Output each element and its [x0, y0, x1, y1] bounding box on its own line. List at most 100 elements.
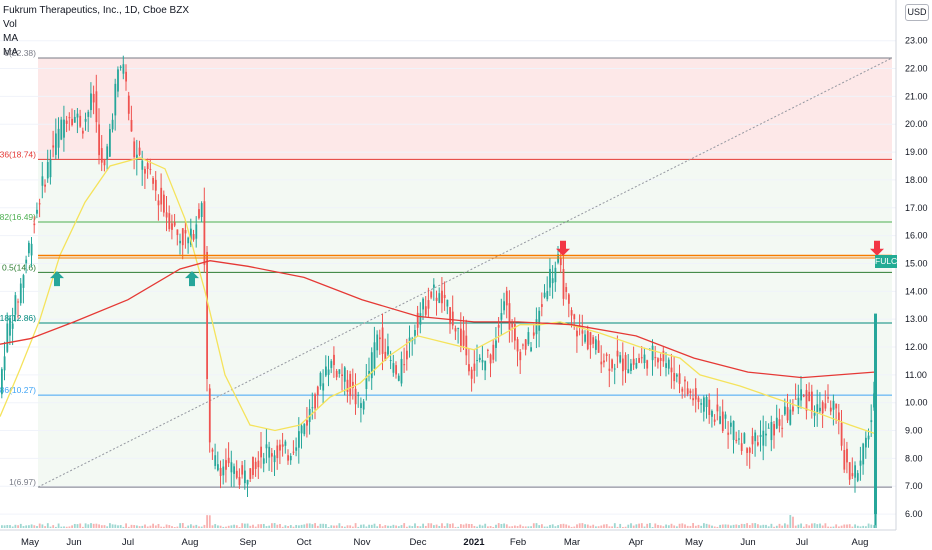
candle-body [748, 447, 751, 453]
volume-bar [748, 525, 751, 528]
volume-bar [568, 525, 570, 528]
volume-bar [422, 523, 424, 528]
volume-bar [802, 526, 805, 528]
volume-bar [327, 526, 330, 528]
candle-body [489, 354, 492, 364]
candle-body [244, 470, 246, 484]
volume-bar [276, 524, 279, 528]
volume-bar [503, 523, 505, 528]
candle-body [119, 66, 122, 68]
volume-bar [414, 523, 416, 528]
candle-body [840, 422, 843, 446]
candle-body [481, 360, 484, 363]
volume-bar [743, 524, 746, 528]
candle-body [813, 412, 816, 416]
volume-bar [727, 524, 730, 528]
candle-body [824, 403, 827, 409]
volume-bar [360, 524, 362, 528]
fib-band-top [38, 57, 892, 160]
candle-body [719, 416, 721, 424]
candle-body [349, 373, 352, 397]
volume-bar [225, 526, 227, 528]
volume-bar [335, 525, 338, 528]
volume-bar [657, 524, 659, 528]
time-tick-label: Dec [410, 537, 427, 548]
candle-body [511, 323, 514, 328]
currency-button[interactable]: USD [905, 4, 929, 21]
volume-bar [184, 526, 187, 528]
candle-body [173, 222, 176, 226]
candle-body [541, 304, 543, 307]
volume-bar [60, 526, 63, 528]
volume-bar [624, 526, 627, 528]
volume-bar [387, 525, 389, 528]
volume-bar [732, 524, 735, 528]
candle-body [673, 373, 676, 382]
candle-body [811, 391, 813, 412]
candle-body [219, 467, 222, 476]
volume-bar [211, 525, 214, 528]
candle-body [765, 433, 767, 436]
volume-bar [535, 523, 538, 528]
volume-bar [65, 526, 68, 528]
candle-body [6, 323, 9, 352]
candle-body [759, 434, 762, 437]
candle-body [441, 290, 443, 304]
time-tick-label: Oct [297, 537, 312, 548]
candle-body [384, 351, 387, 361]
candle-body [775, 417, 778, 429]
volume-bar [57, 523, 60, 528]
volume-bar [694, 525, 697, 528]
candle-body [298, 431, 300, 448]
volume-bar [816, 524, 819, 528]
candle-body [138, 147, 141, 155]
volume-bar [411, 526, 414, 528]
volume-bar [554, 526, 557, 528]
volume-bar [389, 525, 392, 528]
volume-bar [622, 526, 624, 528]
volume-bar [41, 524, 44, 528]
candle-body [484, 360, 487, 371]
volume-bar [179, 523, 181, 528]
candle-body [214, 455, 217, 466]
volume-bar [646, 523, 649, 528]
volume-bar [130, 524, 133, 528]
volume-bar [651, 526, 654, 528]
candle-body [146, 163, 149, 169]
volume-bar [79, 523, 82, 528]
volume-bar [719, 524, 721, 528]
volume-bar [449, 523, 451, 528]
candle-body [622, 358, 624, 372]
candle-body [38, 203, 41, 205]
candle-body [192, 234, 195, 240]
volume-bar [870, 524, 873, 528]
volume-bar [114, 524, 117, 528]
price-tick-label: 16.00 [905, 231, 928, 241]
candle-body [476, 360, 478, 362]
volume-bar [708, 524, 711, 528]
fib-label: 1(6.97) [9, 477, 36, 487]
volume-bar [468, 523, 470, 528]
candle-body [246, 479, 249, 485]
volume-bar [368, 524, 370, 528]
volume-bar [33, 525, 36, 528]
volume-bar [262, 523, 265, 528]
volume-bar [408, 525, 411, 528]
volume-bar [843, 524, 846, 528]
candle-body [163, 194, 165, 213]
candle-body [608, 368, 611, 371]
legend-title: Fukrum Therapeutics, Inc., 1D, Cboe BZX [3, 5, 190, 16]
candle-body [392, 363, 395, 373]
volume-bar [808, 525, 811, 528]
candle-body [616, 350, 619, 357]
volume-bar [152, 523, 154, 528]
candle-body [570, 310, 573, 316]
candle-body [530, 347, 532, 352]
volume-bar [605, 524, 608, 528]
volume-bar [430, 523, 433, 528]
volume-bar [319, 523, 322, 528]
volume-bar [773, 526, 775, 528]
candle-body [416, 312, 419, 328]
candle-body [379, 337, 381, 340]
